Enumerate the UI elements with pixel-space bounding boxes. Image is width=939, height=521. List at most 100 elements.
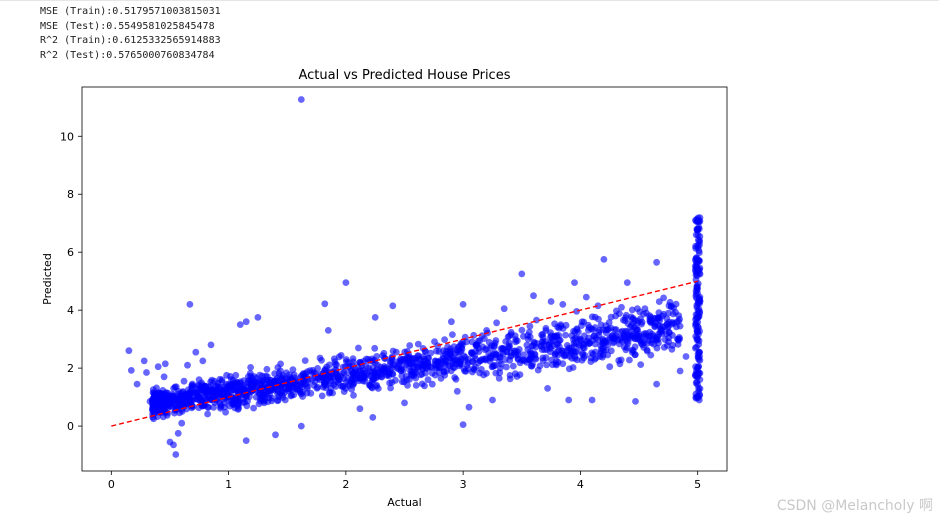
data-point <box>695 349 703 356</box>
data-point <box>511 347 519 355</box>
output-line-mse-train: MSE (Train):0.5179571003815031 <box>40 6 221 17</box>
data-point <box>254 314 262 321</box>
data-point <box>621 317 629 325</box>
data-point <box>485 338 493 346</box>
data-point <box>325 389 333 397</box>
data-point <box>178 419 186 427</box>
data-point <box>613 307 620 315</box>
data-point <box>194 392 202 400</box>
data-point <box>536 362 544 370</box>
data-point <box>628 322 635 329</box>
data-point <box>299 388 306 396</box>
data-point <box>225 381 233 388</box>
data-point <box>495 374 503 382</box>
data-point <box>206 396 214 403</box>
data-point <box>672 308 679 316</box>
data-point <box>526 355 534 363</box>
data-point <box>695 396 703 404</box>
data-point <box>526 322 534 330</box>
data-point <box>392 348 400 356</box>
data-point <box>555 337 563 345</box>
x-tick-label: 4 <box>577 478 584 491</box>
data-point <box>585 324 593 331</box>
data-point <box>278 391 286 399</box>
data-point <box>418 361 426 369</box>
data-point <box>413 357 420 365</box>
data-point <box>406 342 414 349</box>
data-point <box>543 361 550 369</box>
data-point <box>496 369 504 377</box>
data-point <box>127 367 135 374</box>
data-point <box>238 385 245 393</box>
data-point <box>472 347 479 355</box>
data-point <box>171 409 178 417</box>
data-point <box>331 358 339 366</box>
data-point <box>693 328 701 335</box>
data-point <box>637 315 644 323</box>
x-axis-label: Actual <box>387 496 421 509</box>
data-point <box>551 351 559 359</box>
y-tick-label: 4 <box>67 304 74 317</box>
data-point <box>422 369 429 377</box>
data-point <box>260 378 268 385</box>
data-point <box>293 381 301 389</box>
data-point <box>637 361 645 368</box>
data-point <box>565 365 573 373</box>
data-point <box>588 313 596 321</box>
data-point <box>459 421 467 428</box>
data-point <box>377 370 385 378</box>
data-point <box>623 279 631 286</box>
data-point <box>428 380 436 388</box>
data-point <box>507 328 515 336</box>
data-point <box>491 349 499 357</box>
data-point <box>236 321 244 328</box>
data-point <box>538 346 546 353</box>
data-point <box>520 351 527 359</box>
data-point <box>578 356 586 364</box>
data-point <box>465 403 473 411</box>
data-point <box>653 380 660 388</box>
data-point <box>589 350 597 358</box>
data-point <box>337 373 345 380</box>
data-point <box>632 398 639 405</box>
data-point <box>655 298 663 305</box>
data-point <box>289 366 297 373</box>
y-tick-label: 2 <box>67 362 74 375</box>
data-point <box>314 365 321 372</box>
data-point <box>668 345 676 353</box>
data-point <box>441 336 448 343</box>
data-point <box>549 361 556 369</box>
data-point <box>174 390 182 397</box>
data-point <box>523 341 531 349</box>
data-point <box>562 321 570 329</box>
data-point <box>562 331 569 339</box>
data-point <box>596 326 603 334</box>
data-point <box>281 396 289 404</box>
data-point <box>357 359 365 367</box>
data-point <box>389 370 396 377</box>
data-point <box>150 415 158 423</box>
data-point <box>271 378 279 385</box>
data-point <box>472 363 479 371</box>
data-point <box>581 332 588 340</box>
data-point <box>456 360 464 368</box>
data-point <box>642 333 650 341</box>
data-point <box>290 371 298 379</box>
data-point <box>222 408 230 416</box>
data-point <box>668 320 676 328</box>
data-point <box>290 391 298 399</box>
data-point <box>644 339 651 347</box>
data-point <box>407 367 414 375</box>
data-point <box>628 306 636 314</box>
data-point <box>248 374 256 382</box>
data-point <box>406 360 413 368</box>
data-point <box>384 365 392 373</box>
data-point <box>195 376 203 384</box>
data-point <box>369 414 377 421</box>
data-point <box>319 383 327 391</box>
data-point <box>204 403 212 411</box>
data-point <box>570 336 577 344</box>
data-point <box>557 321 565 329</box>
data-point <box>694 231 702 239</box>
data-point <box>229 377 237 384</box>
